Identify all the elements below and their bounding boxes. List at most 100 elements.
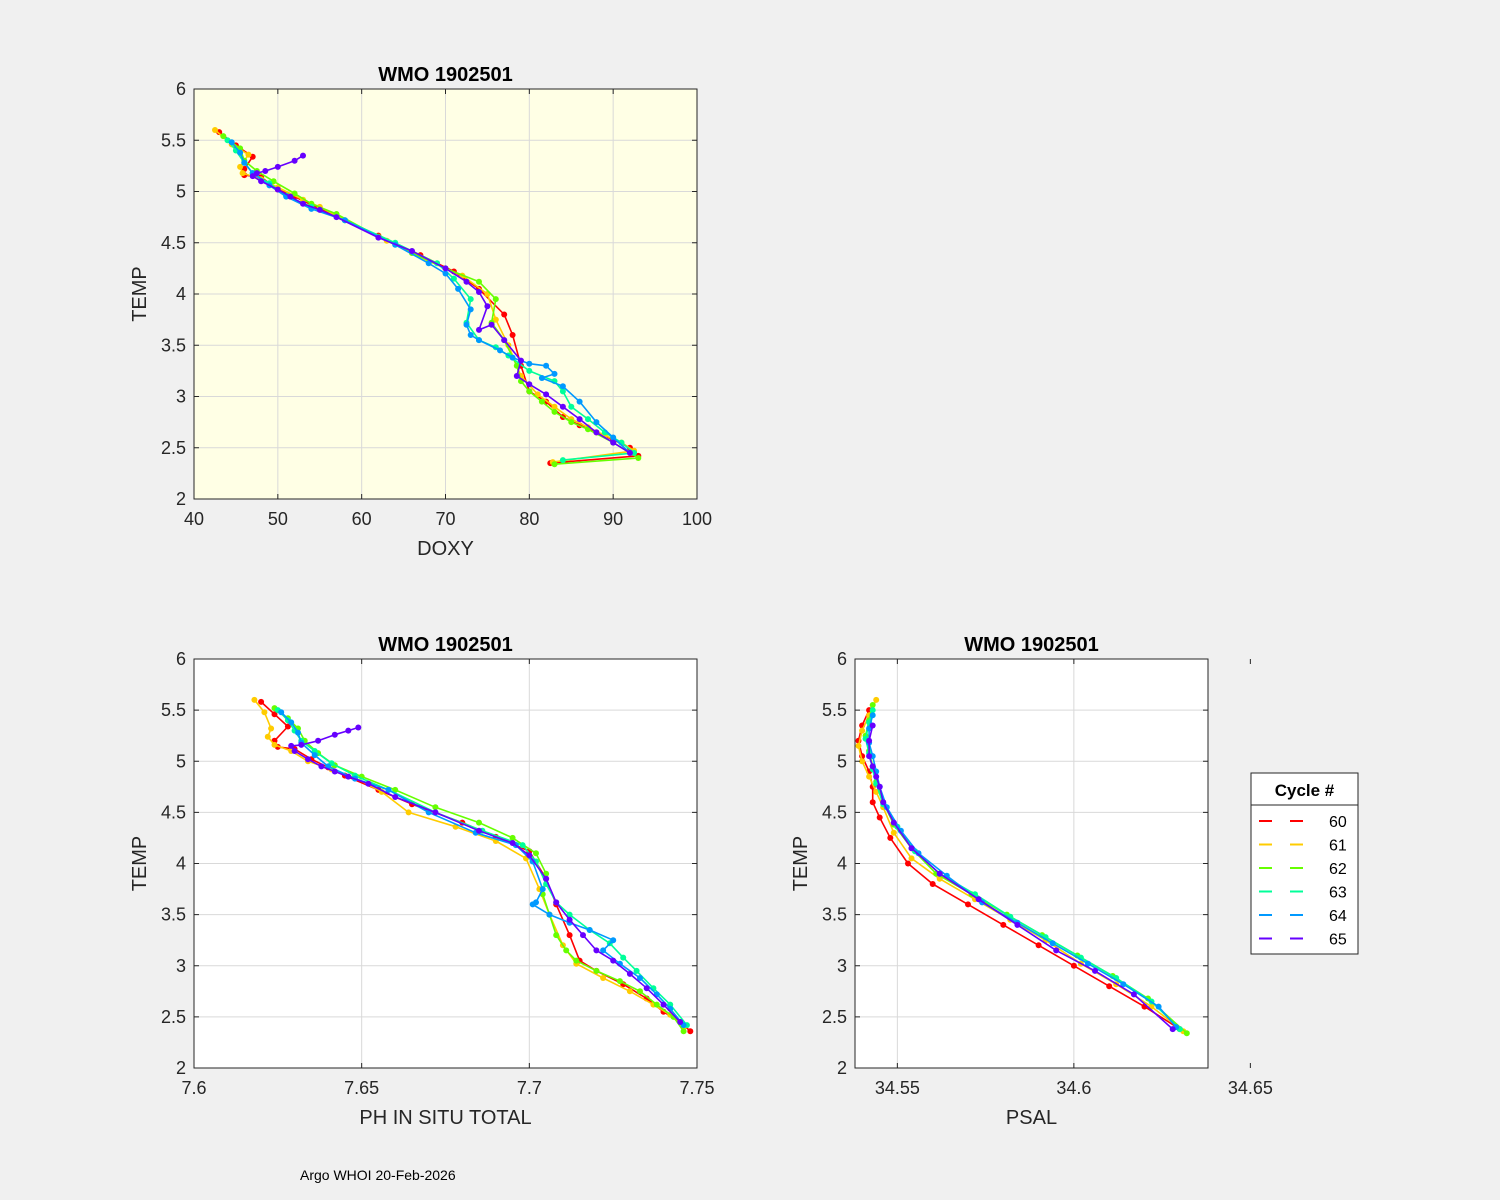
x-tick-label: 34.65 — [1228, 1078, 1273, 1098]
data-point-cycle-65 — [975, 896, 982, 903]
data-point-cycle-65 — [345, 727, 352, 734]
data-point-cycle-64 — [237, 149, 244, 156]
data-point-cycle-62 — [543, 870, 550, 877]
data-point-cycle-63 — [519, 842, 526, 849]
data-point-cycle-65 — [463, 278, 470, 285]
data-point-cycle-65 — [318, 763, 325, 770]
data-point-cycle-62 — [593, 967, 600, 974]
data-point-cycle-65 — [1169, 1026, 1176, 1033]
legend-label-cycle-63: 63 — [1329, 885, 1347, 902]
data-point-cycle-65 — [873, 773, 880, 780]
data-point-cycle-64 — [610, 434, 617, 441]
data-point-cycle-62 — [509, 834, 516, 841]
x-tick-label: 34.55 — [875, 1078, 920, 1098]
data-point-cycle-63 — [450, 275, 457, 282]
data-point-cycle-65 — [365, 780, 372, 787]
data-point-cycle-64 — [637, 975, 643, 981]
data-point-cycle-64 — [593, 419, 600, 426]
data-point-cycle-65 — [375, 234, 382, 241]
data-point-cycle-61 — [264, 733, 271, 740]
data-point-cycle-63 — [633, 967, 640, 974]
data-point-cycle-65 — [409, 248, 415, 254]
data-point-cycle-65 — [880, 799, 887, 806]
y-tick-label: 6 — [837, 649, 847, 669]
data-point-cycle-64 — [509, 354, 516, 361]
data-point-cycle-65 — [305, 756, 311, 763]
data-point-cycle-62 — [616, 978, 623, 985]
y-tick-label: 2 — [837, 1058, 847, 1078]
data-point-cycle-65 — [580, 932, 586, 939]
y-tick-label: 5 — [837, 751, 847, 771]
data-point-cycle-64 — [385, 786, 392, 793]
legend-title: Cycle # — [1275, 781, 1335, 800]
data-point-cycle-60 — [258, 698, 265, 705]
data-point-cycle-64 — [600, 947, 607, 954]
data-point-cycle-63 — [869, 707, 876, 714]
data-point-cycle-61 — [859, 727, 866, 734]
data-point-cycle-62 — [563, 947, 570, 954]
chart-title: WMO 1902501 — [964, 634, 1099, 656]
data-point-cycle-64 — [295, 729, 301, 736]
data-point-cycle-65 — [488, 321, 495, 328]
data-point-cycle-60 — [965, 901, 971, 908]
y-tick-label: 3.5 — [161, 905, 186, 925]
data-point-cycle-65 — [559, 403, 566, 410]
data-point-cycle-61 — [271, 741, 278, 748]
y-axis-label: TEMP — [790, 836, 812, 892]
data-point-cycle-65 — [484, 303, 491, 310]
data-point-cycle-64 — [442, 270, 449, 277]
x-tick-label: 40 — [184, 509, 204, 529]
data-point-cycle-64 — [1085, 960, 1091, 967]
data-point-cycle-65 — [331, 768, 338, 775]
data-point-cycle-65 — [300, 200, 306, 207]
data-point-cycle-64 — [546, 911, 553, 918]
data-point-cycle-64 — [311, 752, 318, 759]
data-point-cycle-62 — [568, 419, 575, 426]
y-tick-label: 5.5 — [822, 700, 847, 720]
x-tick-label: 7.75 — [679, 1078, 714, 1098]
legend: Cycle # 60 61 62 63 64 65 — [1250, 772, 1359, 955]
data-point-cycle-63 — [559, 388, 566, 395]
y-axis-label: TEMP — [129, 836, 151, 892]
data-point-cycle-62 — [392, 786, 399, 793]
data-point-cycle-62 — [513, 362, 520, 369]
data-point-cycle-65 — [442, 265, 449, 272]
legend-label-cycle-61: 61 — [1329, 838, 1347, 855]
data-point-cycle-61 — [873, 696, 880, 703]
data-point-cycle-65 — [274, 186, 281, 193]
data-point-cycle-64 — [463, 321, 470, 328]
data-point-cycle-61 — [237, 163, 244, 170]
y-tick-label: 3 — [176, 387, 186, 407]
data-point-cycle-65 — [253, 170, 260, 177]
y-tick-label: 5.5 — [161, 130, 186, 150]
x-tick-label: 60 — [352, 509, 372, 529]
y-tick-label: 3 — [176, 956, 186, 976]
data-point-cycle-60 — [284, 723, 291, 730]
x-axis-label: PH IN SITU TOTAL — [359, 1107, 531, 1129]
data-point-cycle-64 — [539, 886, 546, 893]
y-tick-label: 6 — [176, 79, 186, 99]
data-point-cycle-64 — [1049, 940, 1056, 947]
chart-panel-2: 7.6 7.65 7.7 7.75 2 2.5 3 3.5 4 4.5 5 5.5 6 WMO 19025… — [129, 634, 715, 1129]
data-point-cycle-65 — [526, 381, 533, 388]
data-point-cycle-64 — [497, 347, 503, 354]
data-point-cycle-63 — [585, 416, 591, 423]
data-point-cycle-65 — [315, 737, 322, 744]
data-point-cycle-64 — [288, 719, 295, 726]
y-tick-label: 4.5 — [161, 802, 186, 822]
data-point-cycle-61 — [626, 988, 633, 995]
data-point-cycle-65 — [936, 870, 943, 877]
legend-box — [1250, 772, 1359, 955]
y-tick-label: 3 — [837, 956, 847, 976]
data-point-cycle-60 — [929, 881, 936, 887]
data-point-cycle-62 — [533, 850, 539, 857]
data-point-cycle-65 — [1053, 947, 1060, 954]
data-point-cycle-62 — [492, 296, 499, 303]
x-tick-label: 50 — [268, 509, 288, 529]
data-point-cycle-65 — [287, 193, 294, 200]
data-point-cycle-65 — [355, 724, 362, 731]
data-point-cycle-61 — [245, 151, 252, 158]
data-point-cycle-64 — [241, 159, 248, 166]
data-point-cycle-60 — [1070, 962, 1077, 969]
